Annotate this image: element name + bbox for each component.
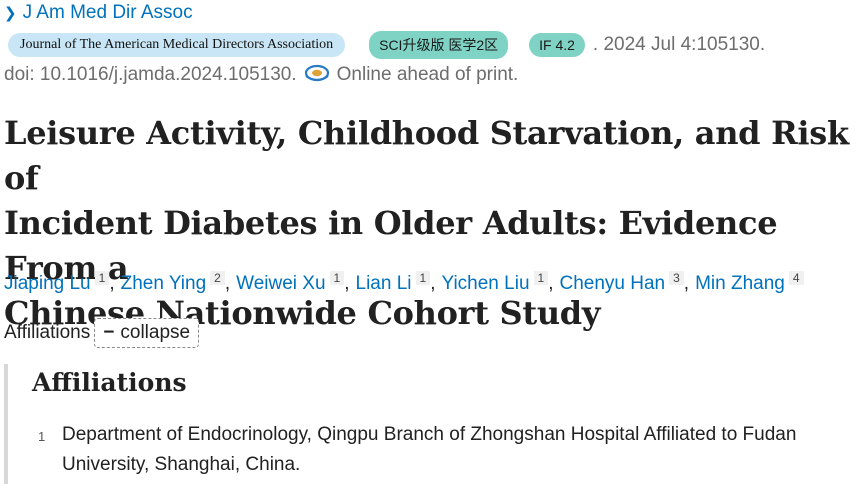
minus-icon: − [103,322,115,343]
affiliations-heading: Affiliations [32,368,187,397]
affiliation-marker[interactable]: 1 [415,271,431,285]
author-list: Jiaping Lu 1, Zhen Ying 2, Weiwei Xu 1, … [4,271,804,295]
author-link[interactable]: Chenyu Han [559,273,666,294]
chevron-right-icon: ❯ [4,5,17,22]
online-epub-icon [303,64,331,86]
journal-link[interactable]: ❯ J Am Med Dir Assoc [4,2,193,24]
author-link[interactable]: Min Zhang [695,273,785,294]
impact-factor-badge[interactable]: IF 4.2 [529,33,585,57]
online-status: Online ahead of print. [336,64,519,85]
affiliation-marker[interactable]: 3 [669,271,684,285]
affiliation-item: 1 Department of Endocrinology, Qingpu Br… [38,420,858,480]
doi-text: doi: 10.1016/j.jamda.2024.105130. [4,64,297,85]
affiliation-text: Department of Endocrinology, Qingpu Bran… [62,424,797,475]
collapse-label: collapse [120,322,191,343]
collapse-button[interactable]: − collapse [94,318,200,348]
title-line: Leisure Activity, Childhood Starvation, … [4,114,849,197]
affiliation-marker[interactable]: 1 [533,271,549,285]
journal-meta-row: Journal of The American Medical Director… [8,31,765,59]
author-link[interactable]: Weiwei Xu [236,273,326,294]
author-link[interactable]: Zhen Ying [120,273,207,294]
author-link[interactable]: Jiaping Lu [4,273,91,294]
title-line: Incident Diabetes in Older Adults: Evide… [4,204,778,287]
affiliation-number: 1 [38,429,46,444]
journal-full-badge[interactable]: Journal of The American Medical Director… [8,33,346,57]
doi-row: doi: 10.1016/j.jamda.2024.105130. Online… [4,64,518,86]
affiliations-toggle-row: Affiliations − collapse [4,318,200,348]
affiliation-marker[interactable]: 1 [94,271,110,285]
affiliation-marker[interactable]: 1 [329,271,345,285]
affiliation-marker[interactable]: 4 [788,271,804,285]
article-title: Leisure Activity, Childhood Starvation, … [4,111,864,336]
author-link[interactable]: Lian Li [355,273,412,294]
affiliations-label: Affiliations [4,322,91,343]
affiliations-panel: Affiliations 1 Department of Endocrinolo… [4,364,864,484]
sci-rank-badge[interactable]: SCI升级版 医学2区 [369,31,509,59]
journal-abbrev: J Am Med Dir Assoc [22,2,193,23]
affiliation-marker[interactable]: 2 [210,271,225,285]
publication-date: . 2024 Jul 4:105130. [592,34,766,55]
author-link[interactable]: Yichen Liu [441,273,530,294]
